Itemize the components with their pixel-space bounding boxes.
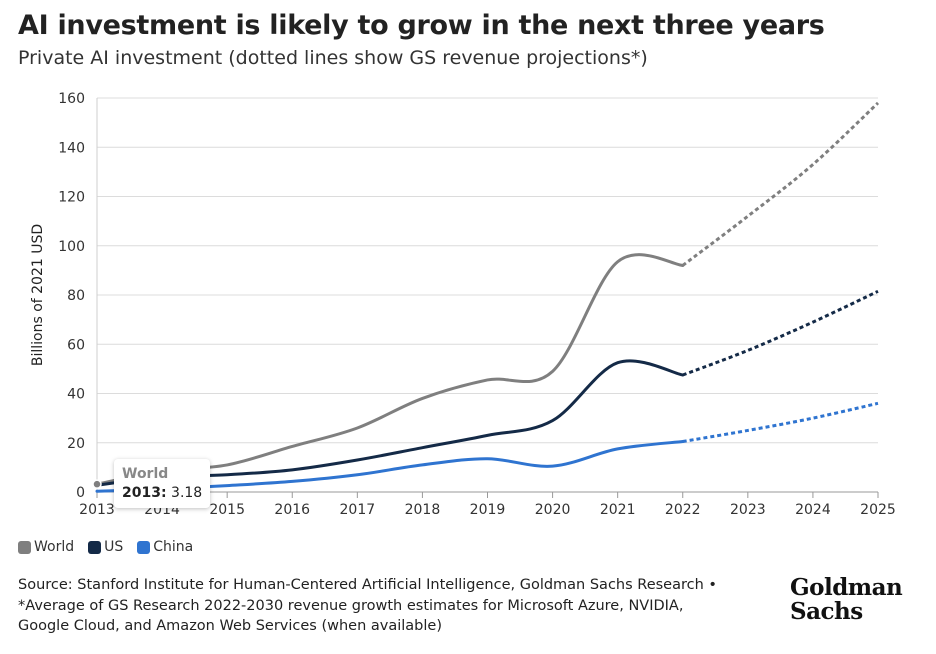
legend-item-us[interactable]: US — [88, 539, 123, 555]
x-tick-label: 2017 — [340, 502, 376, 518]
legend-label-china: China — [153, 539, 194, 555]
legend-item-world[interactable]: World — [18, 539, 74, 555]
series-line-world — [95, 253, 685, 486]
source-line: Google Cloud, and Amazon Web Services (w… — [18, 618, 442, 634]
chart-subtitle: Private AI investment (dotted lines show… — [18, 47, 648, 69]
tooltip-year: 2013: — [122, 485, 167, 501]
chart-legend: World US China — [18, 539, 193, 555]
y-tick-label: 100 — [58, 239, 85, 255]
x-tick-label: 2025 — [860, 502, 896, 518]
legend-label-us: US — [104, 539, 124, 555]
x-tick-label: 2018 — [405, 502, 441, 518]
x-tick-label: 2016 — [274, 502, 310, 518]
series-projection-world — [681, 101, 880, 267]
x-tick-label: 2024 — [795, 502, 831, 518]
logo-line-2: Sachs — [790, 598, 863, 625]
y-tick-label: 160 — [58, 91, 85, 107]
highlight-point — [92, 479, 102, 489]
legend-swatch-us — [88, 540, 102, 554]
goldman-sachs-logo: Goldman Sachs — [790, 574, 903, 625]
x-tick-label: 2013 — [79, 502, 115, 518]
series-projection-china — [682, 401, 879, 443]
tooltip-series: World — [122, 466, 169, 482]
source-line: Source: Stanford Institute for Human-Cen… — [18, 577, 717, 593]
x-tick-label: 2019 — [470, 502, 506, 518]
data-tooltip: World 2013: 3.18 — [114, 459, 211, 508]
legend-label-world: World — [34, 539, 75, 555]
source-note: Source: Stanford Institute for Human-Cen… — [18, 575, 778, 637]
y-tick-label: 0 — [76, 485, 85, 501]
x-tick-label: 2022 — [665, 502, 701, 518]
y-axis-label: Billions of 2021 USD — [30, 224, 46, 366]
legend-swatch-world — [18, 540, 31, 554]
tooltip-value: 3.18 — [171, 485, 203, 501]
x-tick-label: 2023 — [730, 502, 766, 518]
source-line: *Average of GS Research 2022-2030 revenu… — [18, 597, 684, 614]
x-tick-label: 2015 — [209, 502, 245, 518]
y-tick-label: 120 — [58, 190, 85, 206]
x-tick-label: 2020 — [535, 502, 571, 518]
chart-title: AI investment is likely to grow in the n… — [18, 10, 825, 41]
y-tick-label: 80 — [67, 288, 85, 304]
legend-item-china[interactable]: China — [137, 539, 193, 555]
x-tick-label: 2021 — [600, 502, 636, 518]
legend-swatch-china — [137, 540, 151, 554]
series-projection-us — [682, 289, 879, 377]
y-tick-label: 40 — [67, 387, 85, 403]
y-tick-label: 20 — [67, 436, 85, 452]
y-tick-label: 60 — [67, 337, 85, 353]
y-tick-label: 140 — [58, 140, 85, 156]
logo-line-1: Goldman — [790, 574, 903, 601]
